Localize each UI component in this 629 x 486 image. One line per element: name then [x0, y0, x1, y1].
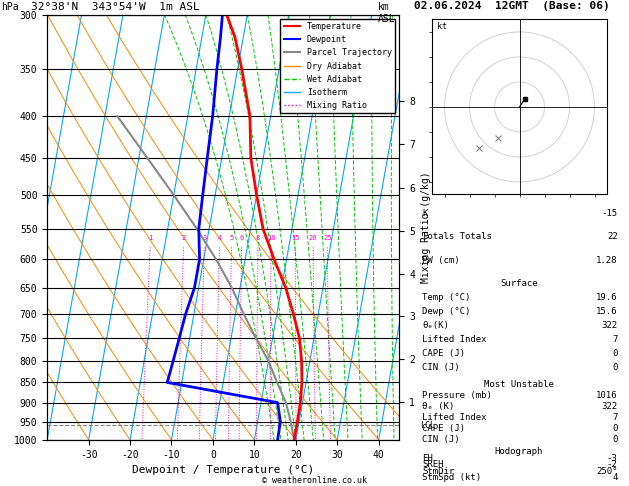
Text: 02.06.2024  12GMT  (Base: 06): 02.06.2024 12GMT (Base: 06) — [414, 1, 610, 11]
Text: Totals Totals: Totals Totals — [422, 232, 492, 242]
Text: 0: 0 — [612, 349, 618, 358]
Text: 7: 7 — [612, 413, 618, 422]
Text: 322: 322 — [601, 321, 618, 330]
Text: 15: 15 — [291, 236, 299, 242]
Text: 1: 1 — [148, 236, 152, 242]
Text: PW (cm): PW (cm) — [422, 256, 460, 265]
Text: hPa: hPa — [1, 2, 19, 13]
Text: θₑ (K): θₑ (K) — [422, 402, 455, 411]
Text: K: K — [422, 209, 428, 218]
Text: 32°38'N  343°54'W  1m ASL: 32°38'N 343°54'W 1m ASL — [31, 2, 200, 13]
Text: Lifted Index: Lifted Index — [422, 413, 487, 422]
Text: 0: 0 — [612, 434, 618, 444]
Text: StmDir: StmDir — [422, 467, 455, 476]
Text: SREH: SREH — [422, 460, 444, 469]
Text: kt: kt — [437, 22, 447, 32]
Text: 22: 22 — [607, 232, 618, 242]
Text: Dewp (°C): Dewp (°C) — [422, 307, 470, 316]
Text: Lifted Index: Lifted Index — [422, 335, 487, 344]
Text: 1016: 1016 — [596, 391, 618, 400]
Text: 0: 0 — [612, 424, 618, 433]
Text: © weatheronline.co.uk: © weatheronline.co.uk — [262, 476, 367, 485]
Text: CIN (J): CIN (J) — [422, 434, 460, 444]
Text: 1.28: 1.28 — [596, 256, 618, 265]
Text: -2: -2 — [607, 460, 618, 469]
Text: km: km — [377, 2, 389, 13]
Text: 8: 8 — [256, 236, 260, 242]
Text: 0: 0 — [612, 363, 618, 372]
Text: Surface: Surface — [500, 279, 538, 289]
Text: CIN (J): CIN (J) — [422, 363, 460, 372]
Text: 3: 3 — [202, 236, 206, 242]
Text: 4: 4 — [218, 236, 221, 242]
Text: -3: -3 — [607, 453, 618, 463]
Text: 4: 4 — [612, 473, 618, 482]
Text: StmSpd (kt): StmSpd (kt) — [422, 473, 481, 482]
Text: 20: 20 — [309, 236, 318, 242]
Text: LCL: LCL — [421, 421, 435, 430]
Text: 19.6: 19.6 — [596, 294, 618, 302]
Text: 10: 10 — [267, 236, 276, 242]
Text: 5: 5 — [230, 236, 234, 242]
Y-axis label: Mixing Ratio (g/kg): Mixing Ratio (g/kg) — [421, 172, 431, 283]
Legend: Temperature, Dewpoint, Parcel Trajectory, Dry Adiabat, Wet Adiabat, Isotherm, Mi: Temperature, Dewpoint, Parcel Trajectory… — [281, 19, 395, 113]
Text: CAPE (J): CAPE (J) — [422, 424, 465, 433]
X-axis label: Dewpoint / Temperature (°C): Dewpoint / Temperature (°C) — [132, 465, 314, 475]
Text: Hodograph: Hodograph — [495, 447, 543, 456]
Text: EH: EH — [422, 453, 433, 463]
Text: Pressure (mb): Pressure (mb) — [422, 391, 492, 400]
Text: Temp (°C): Temp (°C) — [422, 294, 470, 302]
Text: 25: 25 — [323, 236, 331, 242]
Text: 322: 322 — [601, 402, 618, 411]
Text: 15.6: 15.6 — [596, 307, 618, 316]
Text: 250°: 250° — [596, 467, 618, 476]
Text: -15: -15 — [601, 209, 618, 218]
Text: Most Unstable: Most Unstable — [484, 380, 554, 389]
Text: θₑ(K): θₑ(K) — [422, 321, 449, 330]
Text: 7: 7 — [612, 335, 618, 344]
Text: 2: 2 — [181, 236, 186, 242]
Text: ASL: ASL — [377, 14, 395, 24]
Text: 6: 6 — [240, 236, 244, 242]
Text: CAPE (J): CAPE (J) — [422, 349, 465, 358]
